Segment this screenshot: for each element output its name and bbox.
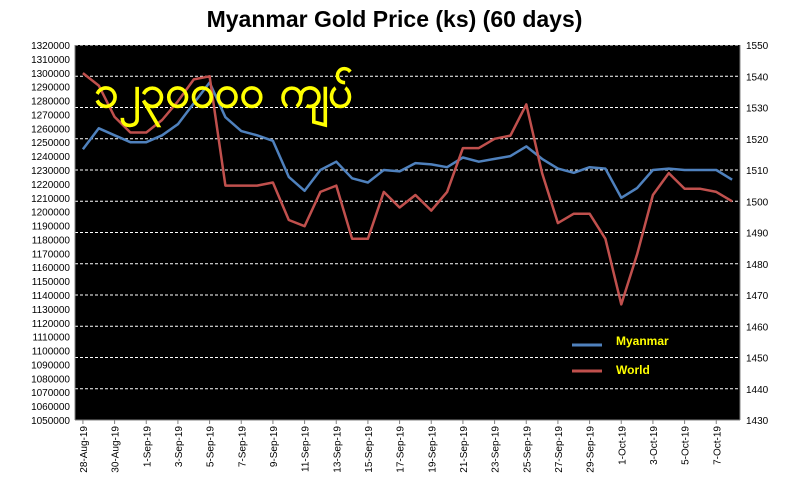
x-tick-label: 27-Sep-19 <box>554 426 565 473</box>
left-tick-label: 1050000 <box>31 416 70 427</box>
left-tick-label: 1220000 <box>31 180 70 191</box>
x-tick-label: 17-Sep-19 <box>396 426 407 473</box>
right-tick-label: 1470 <box>746 291 769 302</box>
left-tick-label: 1250000 <box>31 138 70 149</box>
right-tick-label: 1530 <box>746 104 769 115</box>
x-tick-label: 25-Sep-19 <box>522 426 533 473</box>
x-tick-label: 21-Sep-19 <box>459 426 470 473</box>
x-tick-label: 29-Sep-19 <box>586 426 597 473</box>
right-tick-label: 1510 <box>746 166 769 177</box>
left-tick-label: 1070000 <box>31 388 70 399</box>
left-tick-label: 1270000 <box>31 110 70 121</box>
left-tick-label: 1090000 <box>31 360 70 371</box>
x-tick-label: 11-Sep-19 <box>301 426 312 472</box>
left-tick-label: 1210000 <box>31 194 70 205</box>
left-tick-label: 1200000 <box>31 208 70 219</box>
x-tick-label: 23-Sep-19 <box>491 426 502 473</box>
left-tick-label: 1110000 <box>33 333 71 344</box>
left-tick-label: 1140000 <box>32 291 71 302</box>
x-axis: 28-Aug-19 30-Aug-19 1-Sep-19 3-Sep-19 5-Sep-… <box>75 419 740 473</box>
left-tick-label: 1290000 <box>31 83 70 94</box>
series-line-world <box>82 72 733 306</box>
x-tick-label: 9-Sep-19 <box>269 426 280 468</box>
right-tick-label: 1440 <box>746 385 769 396</box>
right-y-axis: 1430 1440 1450 1460 1470 1480 1490 1500 1510 1520… <box>739 41 769 427</box>
right-tick-label: 1490 <box>746 229 769 240</box>
left-y-axis: 1050000 1060000 1070000 1080000 1090000 11000… <box>31 41 76 427</box>
x-tick-label: 5-Sep-19 <box>206 426 217 468</box>
legend-label-myanmar: Myanmar <box>616 334 669 348</box>
x-tick-label: 1-Oct-19 <box>617 426 628 465</box>
x-tick-label: 30-Aug-19 <box>111 426 122 473</box>
right-tick-label: 1550 <box>746 41 769 52</box>
right-tick-label: 1500 <box>746 197 769 208</box>
left-tick-label: 1310000 <box>31 55 70 66</box>
right-tick-label: 1520 <box>746 135 769 146</box>
right-tick-label: 1540 <box>746 72 769 83</box>
left-tick-label: 1100000 <box>32 347 71 358</box>
x-tick-label: 3-Sep-19 <box>174 426 185 468</box>
chart-title: Myanmar Gold Price (ks) (60 days) <box>206 6 583 32</box>
x-tick-label: 19-Sep-19 <box>427 426 438 473</box>
legend: Myanmar World <box>572 334 669 377</box>
left-tick-label: 1130000 <box>32 305 71 316</box>
x-tick-label: 5-Oct-19 <box>681 426 692 465</box>
left-tick-label: 1180000 <box>32 235 71 246</box>
x-tick-label: 15-Sep-19 <box>364 426 375 473</box>
right-tick-label: 1450 <box>746 354 769 365</box>
left-tick-label: 1260000 <box>31 124 70 135</box>
x-tick-label: 7-Oct-19 <box>712 426 723 465</box>
x-tick-label: 13-Sep-19 <box>332 426 343 473</box>
left-tick-label: 1280000 <box>31 97 70 108</box>
x-tick-label: 7-Sep-19 <box>237 426 248 468</box>
x-tick-label: 1-Sep-19 <box>142 426 153 468</box>
right-tick-label: 1430 <box>746 416 769 427</box>
left-tick-label: 1320000 <box>31 41 70 52</box>
left-tick-label: 1170000 <box>32 249 71 260</box>
left-tick-label: 1240000 <box>31 152 70 163</box>
left-tick-label: 1230000 <box>31 166 70 177</box>
right-tick-label: 1460 <box>746 322 769 333</box>
left-tick-label: 1190000 <box>32 222 71 233</box>
legend-label-world: World <box>616 363 650 377</box>
x-tick-label: 3-Oct-19 <box>649 426 660 465</box>
left-tick-label: 1120000 <box>32 319 71 330</box>
left-tick-label: 1150000 <box>32 277 71 288</box>
price-overlay-text: ၁၂၃၀၀၀၀ ကျပ် <box>94 67 353 128</box>
gridlines <box>75 44 740 390</box>
series-lines <box>81 72 733 306</box>
right-tick-label: 1480 <box>746 260 769 271</box>
left-tick-label: 1080000 <box>31 374 70 385</box>
x-tick-label: 28-Aug-19 <box>79 426 90 473</box>
left-tick-label: 1060000 <box>31 402 70 413</box>
left-tick-label: 1160000 <box>32 263 71 274</box>
series-line-myanmar <box>81 81 733 200</box>
left-tick-label: 1300000 <box>31 69 70 80</box>
